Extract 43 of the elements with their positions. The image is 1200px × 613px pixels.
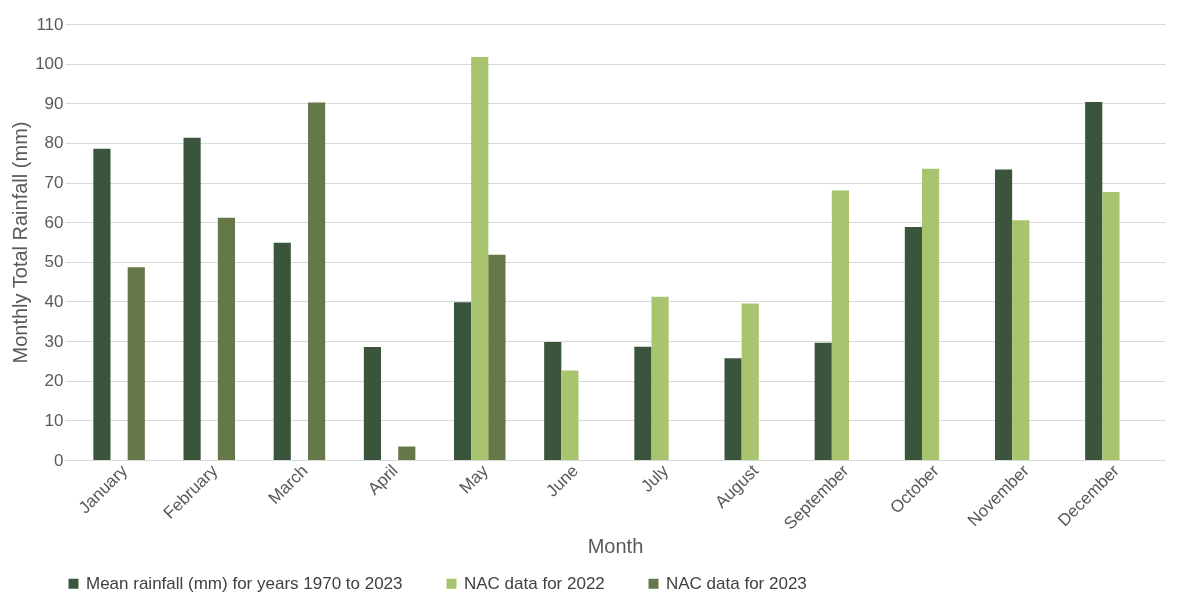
bar [831,190,849,460]
y-tick-label: 40 [44,291,64,311]
bar [471,56,489,460]
bar [1102,192,1120,460]
y-tick-label: 80 [44,133,64,153]
bar [544,341,562,460]
bar [127,267,145,460]
bar [634,346,652,460]
bar [904,226,922,460]
y-tick-label: 50 [44,252,64,272]
bar [921,168,940,460]
legend-label: Mean rainfall (mm) for years 1970 to 2023 [86,573,403,593]
bar [183,137,201,460]
bar [363,347,381,460]
y-tick-label: 30 [44,331,64,351]
bar [561,370,579,460]
y-tick-label: 90 [44,93,64,113]
x-tick-label: July [637,460,673,496]
y-tick-label: 110 [36,14,64,34]
bar [994,169,1013,460]
bar [1012,220,1030,460]
y-tick-label: 0 [54,450,64,470]
bar [724,358,742,460]
y-tick-label: 20 [44,371,64,391]
bar [488,254,506,460]
legend-label: NAC data for 2023 [666,573,807,593]
bar [453,302,472,460]
bar [398,446,416,460]
bar [308,102,326,460]
bar [1085,102,1103,460]
y-tick-label: 70 [44,173,64,193]
bar [651,296,669,460]
bar [741,303,759,460]
bar [273,242,291,460]
bar [93,148,111,460]
y-tick-label: 60 [44,212,64,232]
bar [814,342,832,460]
y-tick-label: 100 [35,54,64,74]
legend-label: NAC data for 2022 [464,573,605,593]
y-axis-title: Monthly Total Rainfall (mm) [9,121,32,364]
y-tick-label: 10 [44,410,64,430]
bar [217,217,236,460]
x-axis-title: Month [587,534,644,557]
